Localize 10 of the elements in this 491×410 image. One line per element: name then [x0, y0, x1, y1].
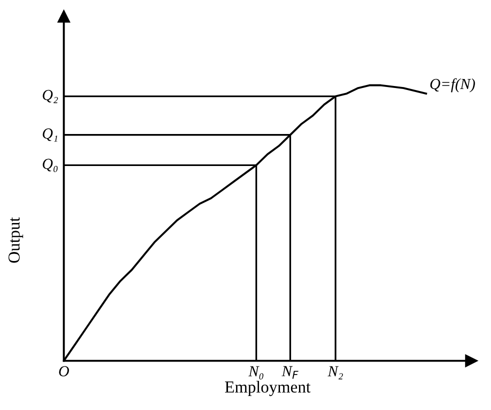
x-axis-title: Employment [225, 380, 311, 396]
series-label: Q=f(N) [430, 78, 475, 92]
x-tick-label: N₀ [248, 366, 264, 380]
x-tick-label: N₂ [328, 366, 343, 380]
text: Q₀ [42, 158, 58, 172]
text: Q₁ [42, 128, 58, 142]
x-tick-label: O [59, 366, 69, 376]
x-tick-label: N$_{F}$ [282, 366, 298, 379]
text: Q₂ [42, 90, 58, 104]
y-axis-title: Output [8, 217, 24, 263]
